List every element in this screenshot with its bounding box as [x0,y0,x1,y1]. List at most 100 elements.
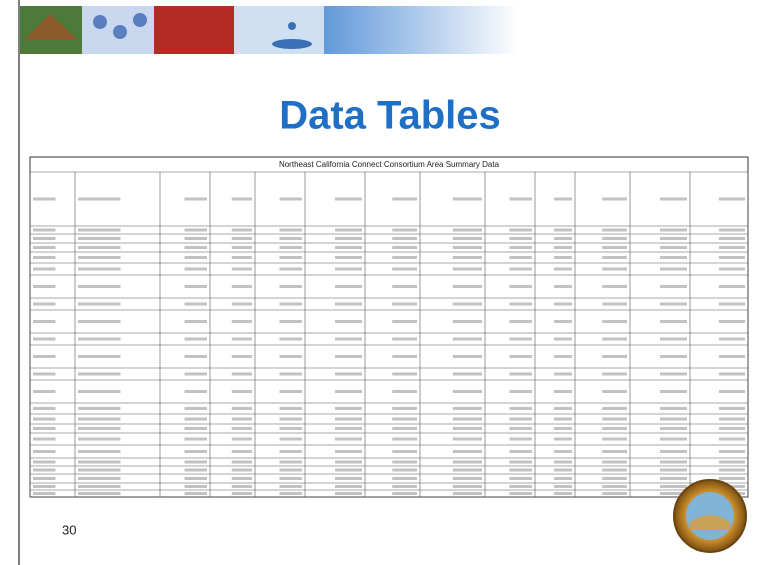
illegible-cell-text [602,268,627,271]
illegible-cell-text [510,373,533,376]
illegible-cell-text [453,438,482,441]
illegible-cell-text [510,198,533,201]
illegible-cell-text [392,438,417,441]
illegible-cell-text [78,268,121,271]
illegible-cell-text [33,229,56,232]
illegible-cell-text [78,237,121,240]
illegible-cell-text [392,355,417,358]
illegible-cell-text [510,461,533,464]
illegible-cell-text [335,268,362,271]
illegible-cell-text [185,237,208,240]
illegible-cell-text [232,469,252,472]
illegible-cell-text [453,461,482,464]
illegible-cell-text [510,390,533,393]
illegible-cell-text [510,303,533,306]
illegible-cell-text [602,246,627,249]
illegible-cell-text [453,355,482,358]
illegible-cell-text [719,407,745,410]
illegible-cell-text [33,438,56,441]
illegible-cell-text [510,256,533,259]
illegible-cell-text [280,427,303,430]
illegible-cell-text [510,427,533,430]
illegible-cell-text [554,229,572,232]
illegible-cell-text [453,246,482,249]
illegible-cell-text [660,485,687,488]
illegible-cell-text [280,407,303,410]
illegible-cell-text [335,373,362,376]
illegible-cell-text [554,438,572,441]
illegible-cell-text [602,256,627,259]
illegible-cell-text [78,355,121,358]
illegible-cell-text [33,355,56,358]
illegible-cell-text [602,485,627,488]
illegible-cell-text [554,461,572,464]
illegible-cell-text [185,285,208,288]
illegible-cell-text [78,418,121,421]
illegible-cell-text [510,338,533,341]
illegible-cell-text [554,285,572,288]
illegible-cell-text [335,390,362,393]
illegible-cell-text [335,450,362,453]
illegible-cell-text [185,477,208,480]
illegible-cell-text [660,338,687,341]
illegible-cell-text [78,438,121,441]
illegible-cell-text [33,450,56,453]
illegible-cell-text [33,492,56,495]
illegible-cell-text [185,373,208,376]
illegible-cell-text [185,268,208,271]
illegible-cell-text [510,438,533,441]
illegible-cell-text [453,390,482,393]
illegible-cell-text [392,427,417,430]
illegible-cell-text [660,407,687,410]
illegible-cell-text [660,450,687,453]
illegible-cell-text [33,268,56,271]
illegible-cell-text [33,477,56,480]
illegible-cell-text [510,492,533,495]
illegible-cell-text [33,407,56,410]
illegible-cell-text [78,450,121,453]
illegible-cell-text [280,303,303,306]
illegible-cell-text [280,355,303,358]
illegible-cell-text [392,461,417,464]
illegible-cell-text [392,407,417,410]
illegible-cell-text [392,256,417,259]
illegible-cell-text [554,427,572,430]
illegible-cell-text [510,477,533,480]
illegible-cell-text [280,461,303,464]
table-caption: Northeast California Connect Consortium … [279,160,500,169]
illegible-cell-text [33,338,56,341]
illegible-cell-text [554,477,572,480]
illegible-cell-text [78,373,121,376]
illegible-cell-text [78,407,121,410]
illegible-cell-text [554,256,572,259]
illegible-cell-text [660,268,687,271]
illegible-cell-text [335,320,362,323]
illegible-cell-text [280,198,303,201]
illegible-cell-text [554,303,572,306]
illegible-cell-text [453,268,482,271]
illegible-cell-text [660,285,687,288]
illegible-cell-text [453,320,482,323]
illegible-cell-text [185,198,208,201]
illegible-cell-text [719,355,745,358]
illegible-cell-text [392,390,417,393]
illegible-cell-text [660,303,687,306]
illegible-cell-text [719,246,745,249]
illegible-cell-text [335,355,362,358]
illegible-cell-text [660,469,687,472]
illegible-cell-text [602,407,627,410]
illegible-cell-text [280,256,303,259]
illegible-cell-text [554,418,572,421]
illegible-cell-text [280,450,303,453]
illegible-cell-text [602,418,627,421]
illegible-cell-text [78,338,121,341]
illegible-cell-text [335,229,362,232]
illegible-cell-text [554,338,572,341]
illegible-cell-text [280,320,303,323]
illegible-cell-text [719,390,745,393]
illegible-cell-text [602,303,627,306]
illegible-cell-text [280,438,303,441]
illegible-cell-text [232,390,252,393]
illegible-cell-text [185,492,208,495]
illegible-cell-text [232,438,252,441]
